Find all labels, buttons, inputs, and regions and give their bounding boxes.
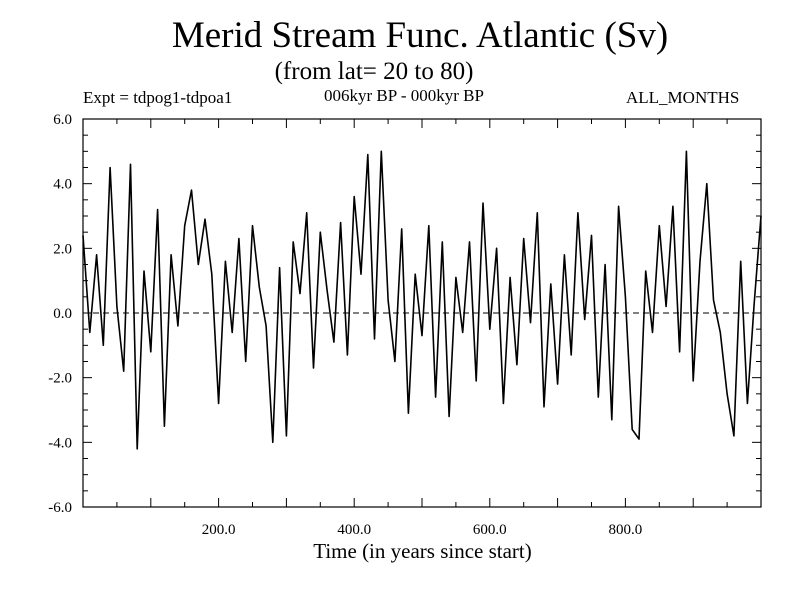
- x-tick-label: 600.0: [473, 522, 507, 538]
- x-axis-label: Time (in years since start): [313, 539, 532, 563]
- y-tick-label: 2.0: [53, 241, 72, 257]
- x-tick-label: 200.0: [202, 522, 236, 538]
- y-tick-label: 4.0: [53, 177, 72, 193]
- season-label: ALL_MONTHS: [626, 88, 740, 107]
- chart-title: Merid Stream Func. Atlantic (Sv): [171, 15, 669, 56]
- tick-marks: [83, 119, 761, 507]
- y-tick-label: 0.0: [53, 306, 72, 322]
- y-tick-label: -6.0: [48, 500, 72, 516]
- series-line: [82, 150, 762, 450]
- plot-frame: [82, 118, 762, 508]
- y-tick-label: 6.0: [53, 112, 72, 128]
- experiment-label: Expt = tdpog1-tdpoa1: [83, 88, 233, 107]
- tick-labels: 200.0 400.0 600.0 800.0 -6.0 -4.0 -2.0 0.0 2.0 4.…: [48, 112, 642, 538]
- x-tick-label: 800.0: [609, 522, 643, 538]
- period-label: 006kyr BP - 000kyr BP: [324, 86, 484, 105]
- y-tick-label: -2.0: [48, 371, 72, 387]
- y-tick-label: -4.0: [48, 435, 72, 451]
- chart-subtitle: (from lat= 20 to 80): [274, 58, 474, 85]
- x-tick-label: 400.0: [337, 522, 371, 538]
